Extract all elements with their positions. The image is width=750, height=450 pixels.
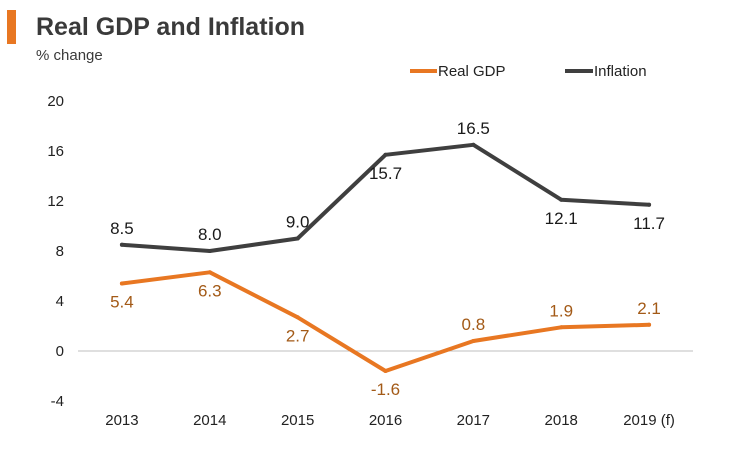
x-tick-label: 2017 <box>457 412 490 429</box>
inflation-point <box>383 152 388 157</box>
x-tick-label: 2018 <box>545 412 578 429</box>
x-tick-label: 2014 <box>193 412 226 429</box>
y-tick-label: -4 <box>51 393 64 410</box>
real-gdp-point <box>471 339 476 343</box>
real-gdp-data-label: 2.1 <box>637 299 661 318</box>
inflation-point <box>207 249 212 253</box>
inflation-data-label: 11.7 <box>633 214 665 233</box>
real-gdp-data-label: 1.9 <box>549 301 573 320</box>
inflation-data-label: 8.0 <box>198 225 222 244</box>
legend-inflation-label: Inflation <box>594 63 647 80</box>
inflation-point <box>559 197 564 202</box>
y-tick-label: 8 <box>56 243 64 260</box>
inflation-data-label: 12.1 <box>545 209 578 228</box>
y-tick-label: 4 <box>56 293 64 310</box>
real-gdp-data-label: -1.6 <box>371 380 400 399</box>
y-axis: 20 16 12 8 4 0 -4 <box>47 93 64 410</box>
y-tick-label: 12 <box>47 193 64 210</box>
data-labels: 5.4 6.3 2.7 -1.6 0.8 1.9 2.1 8.5 8.0 9.0 15.7 16.5 1… <box>110 119 665 399</box>
legend-real-gdp-label: Real GDP <box>438 63 506 80</box>
x-tick-label: 2016 <box>369 412 402 429</box>
legend: Real GDP Inflation <box>410 63 647 80</box>
inflation-data-label: 16.5 <box>457 119 490 138</box>
inflation-data-label: 8.5 <box>110 219 134 238</box>
y-tick-label: 20 <box>47 93 64 110</box>
real-gdp-data-label: 0.8 <box>462 315 486 334</box>
real-gdp-point <box>119 281 124 286</box>
inflation-data-label: 15.7 <box>369 164 402 183</box>
inflation-point <box>119 242 124 247</box>
x-tick-label: 2019 (f) <box>623 412 675 429</box>
inflation-data-label: 9.0 <box>286 213 310 232</box>
series-layer <box>119 142 652 373</box>
real-gdp-point <box>559 325 564 330</box>
x-tick-label: 2013 <box>105 412 138 429</box>
real-gdp-point <box>207 270 212 275</box>
y-tick-label: 16 <box>47 143 64 160</box>
inflation-point <box>471 142 476 147</box>
real-gdp-data-label: 2.7 <box>286 326 310 345</box>
real-gdp-point <box>295 315 300 320</box>
real-gdp-data-label: 6.3 <box>198 281 222 300</box>
chart-subtitle: % change <box>36 47 103 64</box>
y-tick-label: 0 <box>56 343 64 360</box>
inflation-point <box>295 236 300 241</box>
inflation-point <box>647 202 652 207</box>
x-tick-label: 2015 <box>281 412 314 429</box>
real-gdp-data-label: 5.4 <box>110 293 134 312</box>
real-gdp-point <box>383 369 388 373</box>
real-gdp-point <box>647 322 652 327</box>
x-axis: 2013 2014 2015 2016 2017 2018 2019 (f) <box>78 350 693 429</box>
chart-title: Real GDP and Inflation <box>36 13 306 41</box>
title-accent-bar <box>7 10 16 44</box>
